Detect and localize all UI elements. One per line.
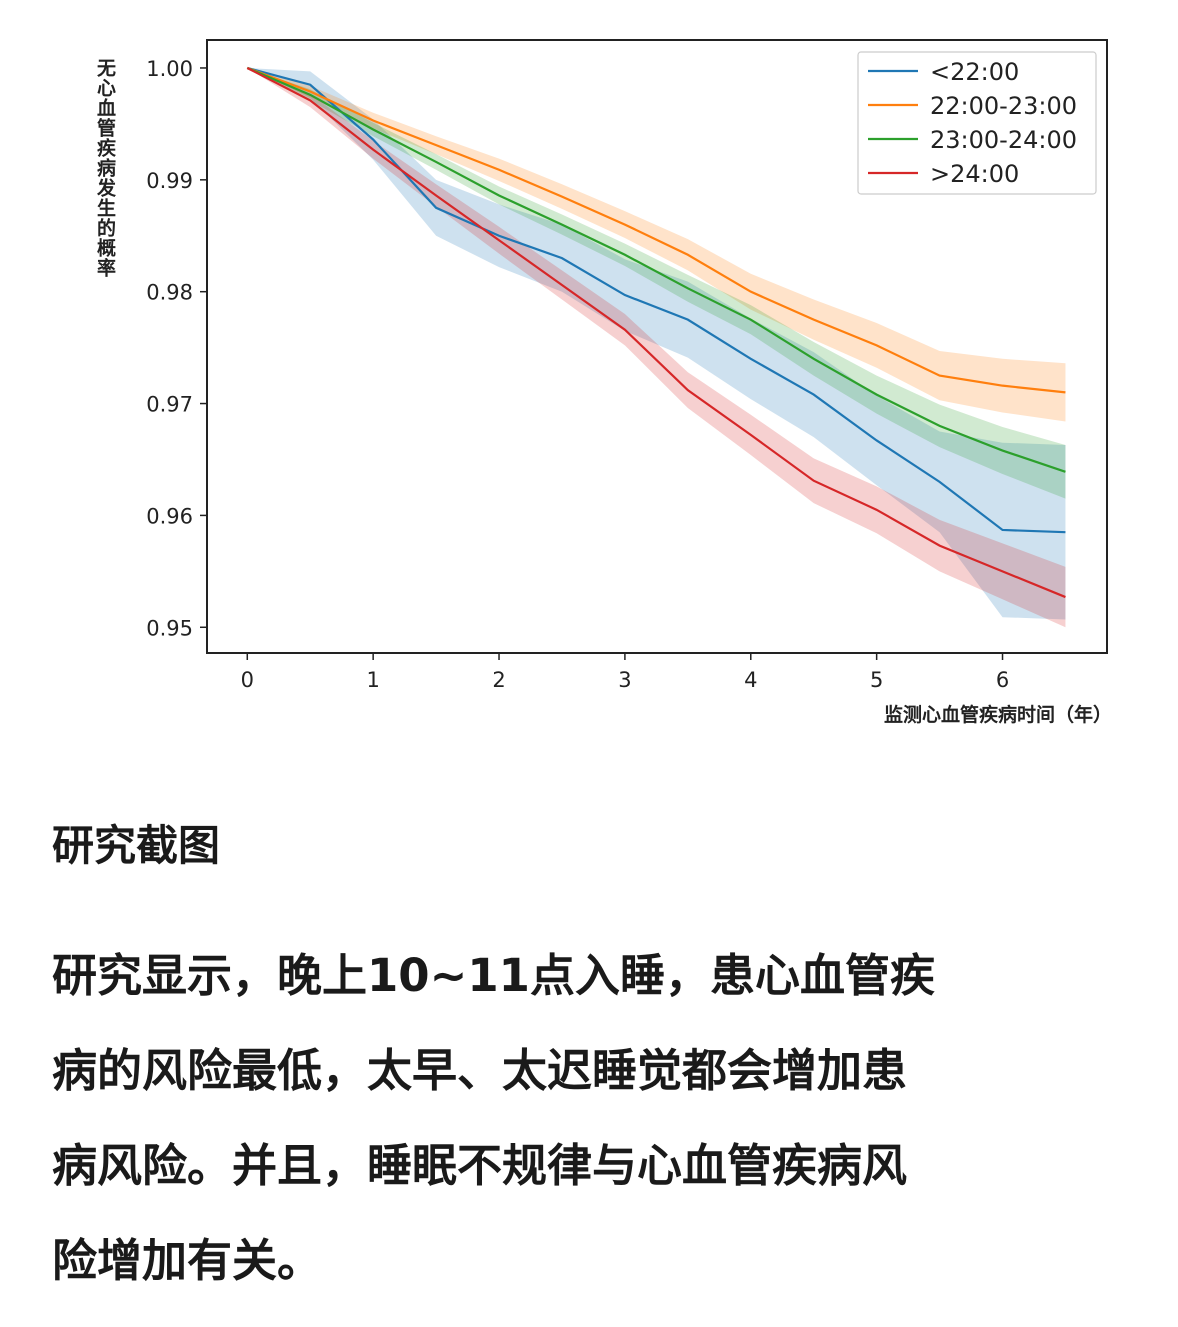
confidence-band [247,67,1066,499]
x-axis-label: 监测心血管疾病时间（年） [883,704,1112,726]
x-tick-label: 3 [618,668,631,692]
plot-frame [206,39,1108,654]
x-tick-label: 6 [996,668,1009,692]
x-tick-label: 5 [870,668,883,692]
paragraph-line: 研究显示，晚上10~11点入睡，患心血管疾 [52,949,935,1002]
x-tick-label: 1 [366,668,379,692]
confidence-band [247,67,1066,422]
y-tick-label: 0.98 [146,281,193,305]
paragraph-line: 病风险。并且，睡眠不规律与心血管疾病风 [52,1139,908,1192]
legend-label: 23:00-24:00 [930,126,1077,154]
legend-label: <22:00 [930,58,1019,86]
x-tick-label: 0 [241,668,254,692]
legend [857,51,1097,195]
series-line [246,66,1066,534]
series-line [246,66,1066,394]
x-tick-label: 2 [492,668,505,692]
y-tick-label: 1.00 [146,57,193,81]
series-line [246,66,1066,599]
y-tick-label: 0.95 [146,616,193,640]
series-line [246,66,1066,473]
y-tick-label: 0.97 [146,393,193,417]
y-tick-label: 0.96 [146,504,193,528]
paragraph-line: 病的风险最低，太早、太迟睡觉都会增加患 [52,1044,908,1097]
article-paragraph: 研究显示，晚上10~11点入睡，患心血管疾 病的风险最低，太早、太迟睡觉都会增加… [52,928,1142,1308]
y-tick-label: 0.99 [146,169,193,193]
paragraph-line: 险增加有关。 [52,1234,323,1287]
x-tick-label: 4 [744,668,757,692]
y-axis-label: 无心血管疾病发生的概率 [94,58,116,278]
figure-caption: 研究截图 [52,821,221,870]
survival-chart: 0 1 2 3 4 5 6 1.00 0.99 0.98 0.97 0.96 0.95 <22:00 22:… [146,39,1108,692]
legend-label: >24:00 [930,160,1019,188]
legend-label: 22:00-23:00 [930,92,1077,120]
